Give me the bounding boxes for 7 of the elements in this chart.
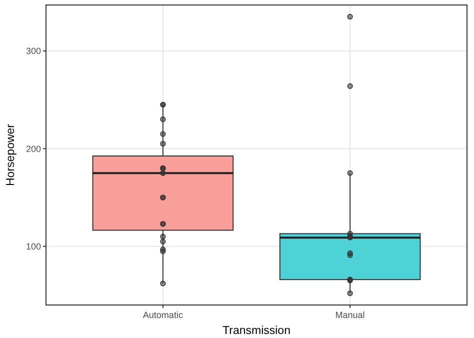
y-tick-label: 200	[26, 144, 41, 154]
x-tick-label: Automatic	[142, 310, 184, 320]
y-tick-label: 100	[26, 242, 41, 252]
y-axis-title: Horsepower	[5, 124, 17, 186]
x-tick-label: Manual	[335, 310, 365, 320]
x-axis-title: Transmission	[222, 325, 290, 337]
y-tick-label: 300	[26, 46, 41, 56]
